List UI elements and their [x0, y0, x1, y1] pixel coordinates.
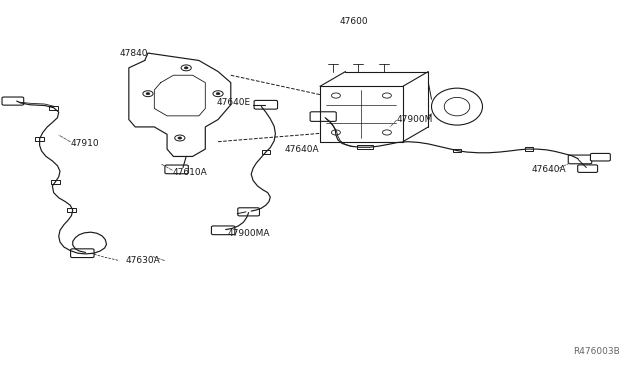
Text: 47600: 47600 [339, 17, 368, 26]
FancyBboxPatch shape [568, 155, 592, 164]
Bar [49, 106, 58, 110]
FancyBboxPatch shape [165, 165, 188, 174]
Text: 47630A: 47630A [125, 256, 161, 265]
Text: 47900M: 47900M [396, 115, 433, 124]
FancyBboxPatch shape [2, 97, 24, 105]
Bar [67, 208, 76, 212]
Circle shape [184, 67, 188, 69]
FancyBboxPatch shape [254, 100, 278, 109]
Circle shape [178, 137, 182, 139]
Text: 47640E: 47640E [217, 98, 251, 107]
FancyBboxPatch shape [70, 249, 94, 257]
Text: R476003B: R476003B [573, 347, 620, 356]
Circle shape [146, 93, 150, 95]
Circle shape [216, 93, 220, 95]
Ellipse shape [444, 97, 470, 116]
Text: 47640A: 47640A [532, 164, 566, 173]
FancyBboxPatch shape [211, 226, 235, 235]
Bar [51, 180, 60, 184]
Bar [525, 147, 533, 151]
Bar [357, 145, 373, 149]
FancyBboxPatch shape [310, 112, 336, 121]
FancyBboxPatch shape [578, 165, 598, 172]
Ellipse shape [431, 88, 483, 125]
Bar [82, 252, 90, 256]
Bar [262, 150, 270, 154]
Bar [35, 137, 44, 141]
Text: 47640A: 47640A [285, 145, 319, 154]
Text: 47840: 47840 [119, 49, 148, 58]
FancyBboxPatch shape [591, 153, 611, 161]
Text: 47900MA: 47900MA [228, 230, 270, 238]
Text: 47910: 47910 [70, 139, 99, 148]
FancyBboxPatch shape [238, 208, 259, 216]
Bar [453, 149, 461, 153]
Text: 47610A: 47610A [172, 168, 207, 177]
